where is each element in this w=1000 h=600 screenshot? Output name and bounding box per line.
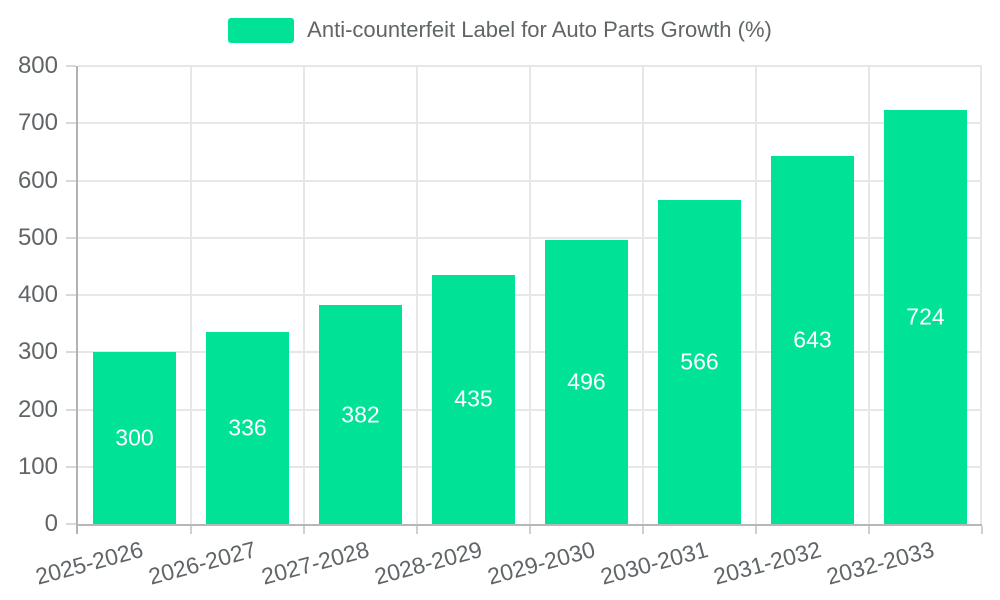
y-tick-label: 600 bbox=[17, 166, 58, 194]
bar-value-label: 435 bbox=[454, 385, 493, 412]
v-gridline bbox=[190, 66, 192, 524]
v-gridline bbox=[303, 66, 305, 524]
y-tick-mark bbox=[66, 523, 76, 525]
y-tick-label: 400 bbox=[17, 281, 58, 308]
y-axis-tick-extension bbox=[76, 526, 78, 534]
bar[interactable]: 643 bbox=[770, 155, 855, 524]
y-tick-mark bbox=[66, 294, 76, 296]
x-tick-label: 2025-2026 bbox=[32, 536, 146, 590]
y-tick-label: 200 bbox=[17, 395, 58, 423]
y-tick-label: 800 bbox=[17, 52, 58, 79]
x-tick-label: 2026-2027 bbox=[145, 536, 259, 590]
plot-area: 0 100 200 300 400 500 600 700 800 300 336 382 435 496… bbox=[18, 52, 983, 590]
y-tick-mark bbox=[66, 465, 76, 468]
x-tick-label: 2032-2033 bbox=[823, 536, 937, 590]
v-gridline bbox=[529, 66, 531, 524]
x-tick-mark bbox=[868, 526, 870, 534]
y-tick-mark bbox=[66, 122, 76, 125]
bar[interactable]: 724 bbox=[883, 109, 968, 524]
x-tick-mark bbox=[416, 526, 418, 534]
v-gridline bbox=[868, 66, 870, 524]
x-tick-label: 2031-2032 bbox=[710, 536, 824, 590]
x-tick-label: 2028-2029 bbox=[371, 536, 485, 590]
bar[interactable]: 435 bbox=[431, 274, 516, 524]
bar-value-label: 336 bbox=[228, 414, 267, 441]
legend[interactable]: Anti-counterfeit Label for Auto Parts Gr… bbox=[0, 17, 1000, 43]
y-tick-mark bbox=[66, 236, 76, 239]
bar[interactable]: 336 bbox=[205, 331, 290, 524]
x-tick-mark bbox=[529, 526, 531, 534]
x-tick-mark bbox=[755, 526, 757, 534]
x-tick-label: 2027-2028 bbox=[258, 536, 372, 590]
x-tick-label: 2029-2030 bbox=[484, 536, 598, 590]
v-gridline bbox=[642, 66, 644, 524]
x-tick-mark bbox=[303, 526, 305, 534]
y-tick-label: 700 bbox=[17, 109, 58, 137]
bar[interactable]: 566 bbox=[657, 199, 742, 524]
bar-value-label: 724 bbox=[906, 303, 945, 330]
bar-value-label: 496 bbox=[567, 368, 606, 395]
y-tick-label: 100 bbox=[17, 452, 58, 480]
bar-value-label: 300 bbox=[115, 424, 154, 451]
y-tick-label: 0 bbox=[44, 510, 58, 537]
legend-swatch bbox=[228, 17, 295, 43]
y-tick-mark bbox=[66, 179, 76, 182]
y-tick-label: 500 bbox=[17, 223, 58, 251]
x-tick-mark bbox=[981, 526, 983, 534]
v-gridline bbox=[980, 66, 982, 524]
x-tick-mark bbox=[642, 526, 644, 534]
v-gridline bbox=[755, 66, 757, 524]
v-gridline bbox=[416, 66, 418, 524]
bar[interactable]: 300 bbox=[92, 352, 177, 524]
y-tick-mark bbox=[66, 408, 76, 411]
bar-value-label: 566 bbox=[680, 348, 719, 375]
legend-label: Anti-counterfeit Label for Auto Parts Gr… bbox=[307, 17, 772, 42]
bar-value-label: 382 bbox=[341, 401, 380, 428]
bar[interactable]: 382 bbox=[318, 305, 403, 524]
x-tick-mark bbox=[190, 526, 192, 534]
y-tick-label: 300 bbox=[17, 338, 58, 366]
y-tick-mark bbox=[66, 65, 76, 67]
x-tick-label: 2030-2031 bbox=[597, 536, 711, 590]
bar[interactable]: 496 bbox=[544, 240, 629, 524]
y-tick-mark bbox=[66, 351, 76, 354]
bar-value-label: 643 bbox=[793, 326, 832, 353]
